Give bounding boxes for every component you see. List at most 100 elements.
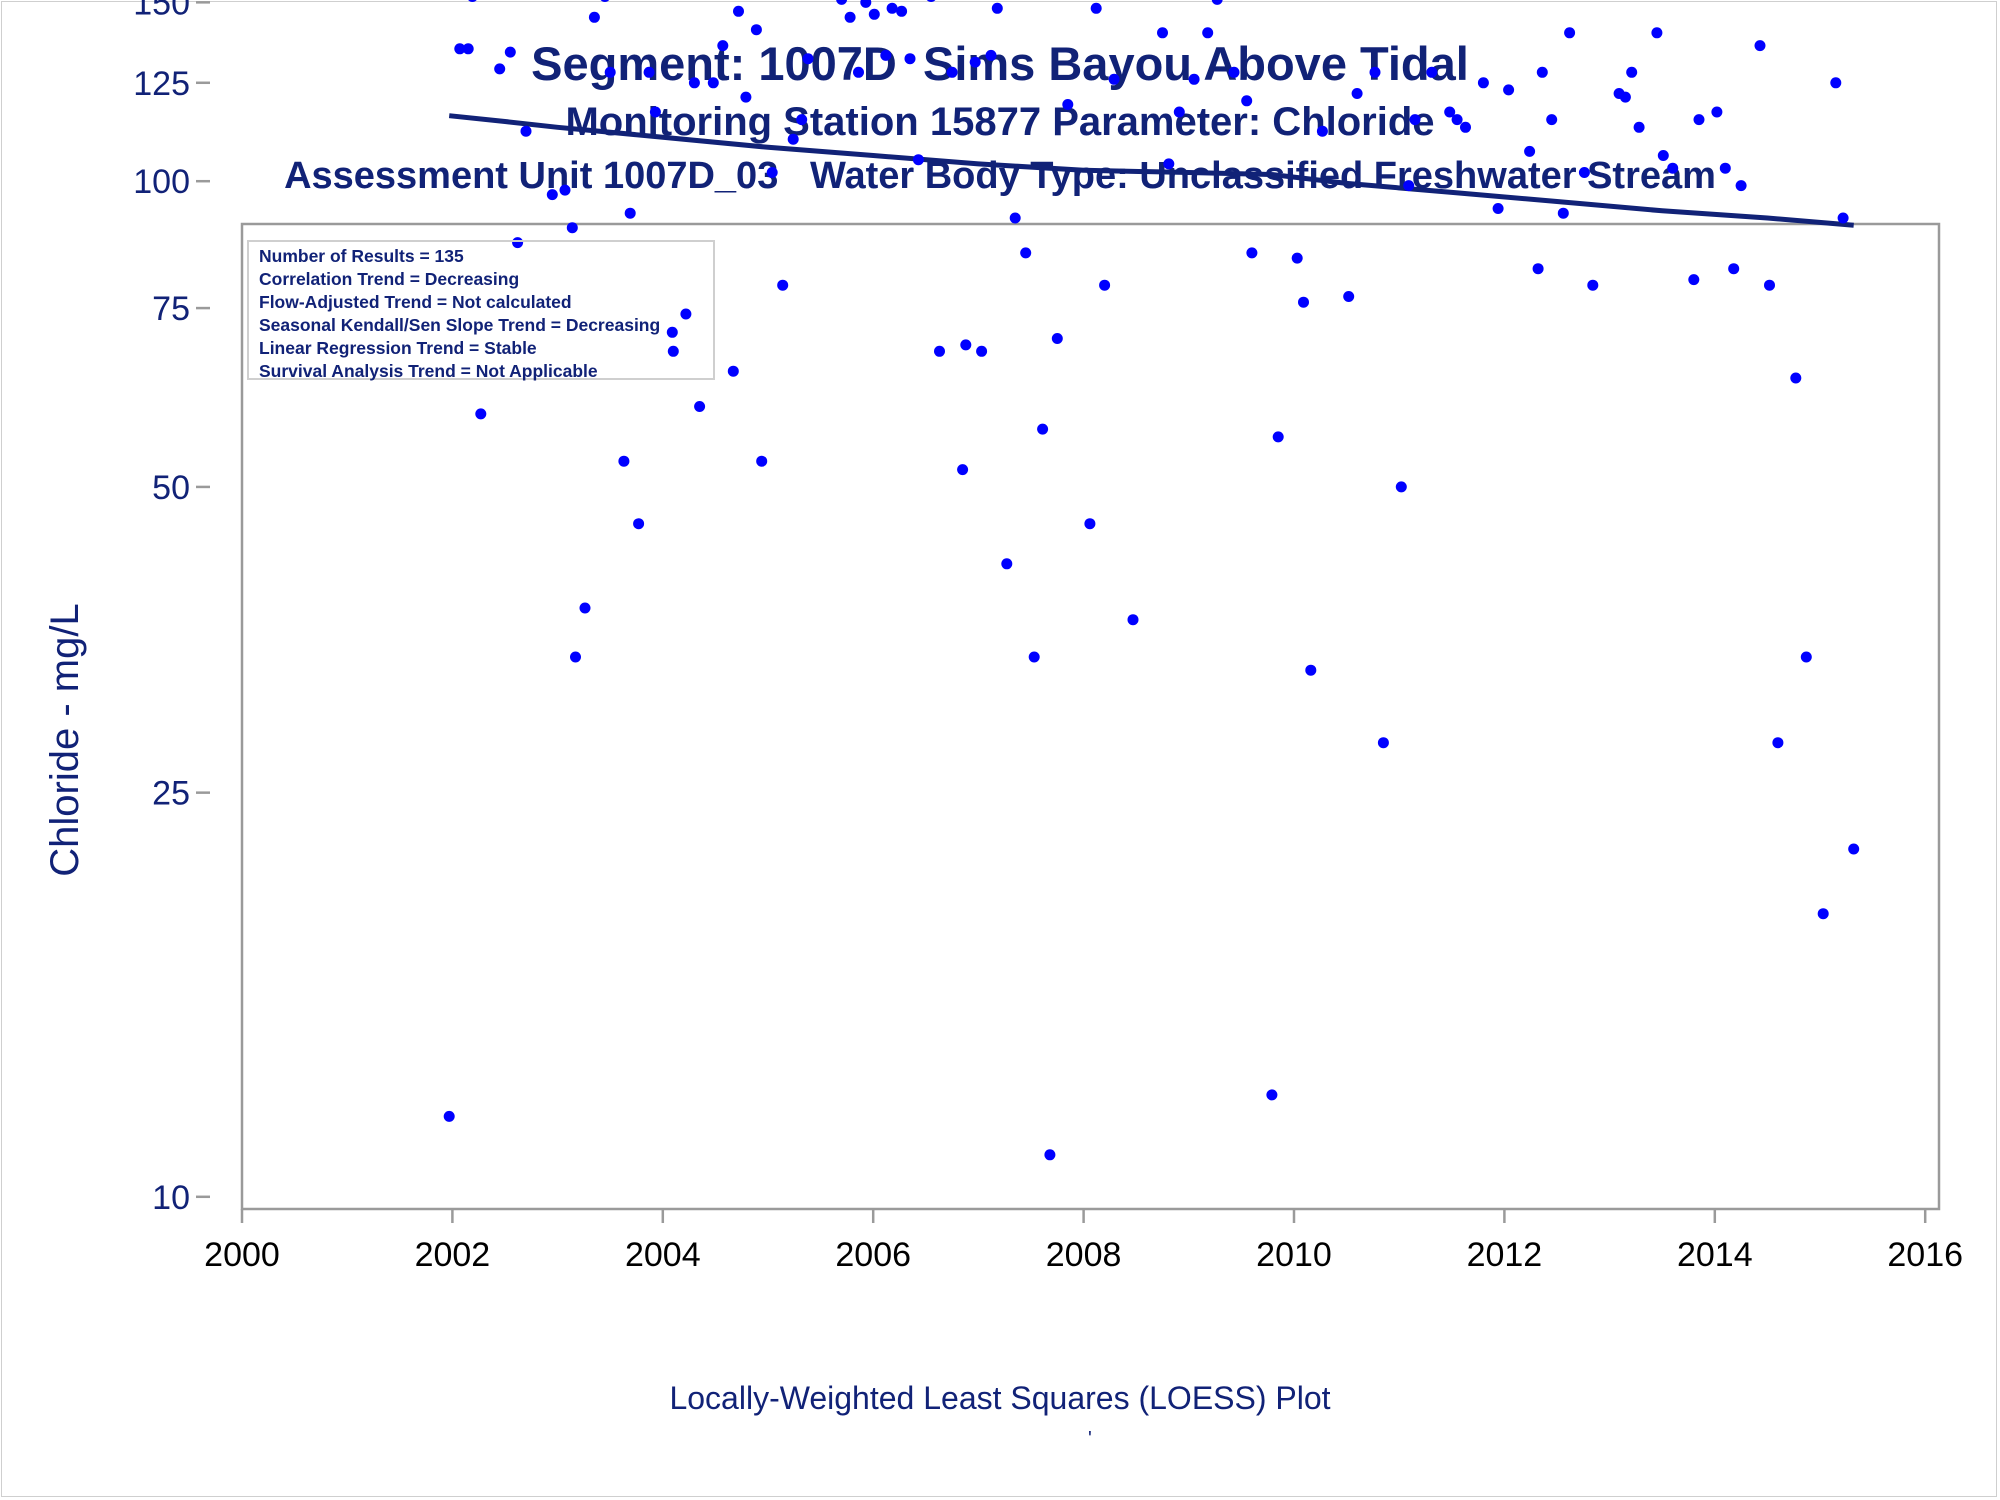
data-point [896, 5, 908, 17]
data-point [853, 66, 864, 78]
data-point [1305, 664, 1317, 676]
points-layer [443, 0, 1860, 1161]
data-point [1020, 247, 1032, 259]
data-point [756, 455, 768, 467]
data-point [1157, 27, 1168, 39]
data-point [1403, 180, 1415, 192]
data-point [570, 651, 581, 663]
data-point [1728, 263, 1740, 275]
data-point [624, 207, 636, 219]
stats-survival-analysis-trend: Survival Analysis Trend = Not Applicable [259, 361, 598, 381]
data-point [1188, 73, 1200, 85]
data-point [976, 345, 988, 357]
data-point [1587, 279, 1599, 291]
data-point [796, 114, 808, 126]
data-point [1848, 843, 1860, 855]
data-point [946, 66, 958, 78]
data-point [475, 408, 487, 420]
data-point [579, 602, 591, 614]
data-point [1830, 77, 1842, 89]
data-point [1657, 150, 1669, 161]
data-point [1546, 114, 1558, 126]
data-point [717, 40, 729, 52]
data-point [688, 77, 700, 89]
data-point [1377, 737, 1389, 749]
y-tick-label: 125 [133, 65, 190, 103]
data-point [991, 2, 1003, 14]
loess-trend-line [448, 113, 1854, 228]
data-point [957, 464, 969, 476]
data-point [1202, 27, 1214, 39]
data-point [494, 63, 506, 75]
data-point [443, 1110, 455, 1122]
x-tick-label: 2004 [625, 1236, 701, 1274]
plot-area [240, 222, 1941, 1211]
data-point [546, 189, 558, 201]
y-tick-label: 10 [152, 1179, 190, 1217]
data-point [1173, 106, 1185, 118]
data-point [1619, 91, 1631, 103]
data-point [1557, 207, 1569, 219]
y-axis: 10255075100125150200250 [133, 0, 210, 1217]
y-tick-label: 150 [133, 0, 190, 22]
data-point [694, 401, 706, 412]
data-point [1444, 106, 1456, 118]
data-point [462, 43, 474, 55]
data-point [1451, 114, 1463, 126]
data-point [1009, 212, 1021, 224]
data-point [985, 49, 997, 61]
x-tick-label: 2010 [1256, 1236, 1332, 1274]
data-point [1477, 77, 1489, 89]
data-point [1090, 2, 1102, 14]
data-point [1001, 558, 1013, 570]
data-point [1211, 0, 1223, 5]
data-point [886, 2, 898, 14]
y-axis-title: Chloride - mg/L [43, 603, 87, 876]
data-point [1108, 73, 1120, 85]
footnote-mark: ' [1088, 1428, 1092, 1450]
data-point [912, 154, 924, 166]
data-point [1460, 121, 1471, 133]
data-point [1051, 333, 1063, 344]
data-point [836, 0, 848, 5]
data-point [1037, 423, 1049, 435]
data-point [904, 53, 916, 65]
data-point [1369, 66, 1381, 78]
data-point [559, 184, 571, 196]
y-tick-label: 25 [152, 775, 190, 813]
data-point [1503, 84, 1515, 96]
data-point [1719, 162, 1731, 174]
data-point [1062, 99, 1074, 110]
data-point [750, 24, 762, 36]
stats-correlation-trend: Correlation Trend = Decreasing [259, 269, 520, 289]
data-point [667, 345, 679, 357]
data-point [1044, 1149, 1056, 1161]
data-point [1578, 167, 1590, 178]
trend-layer [448, 113, 1854, 228]
data-point [1754, 40, 1766, 52]
data-point [1735, 180, 1747, 192]
x-tick-label: 2006 [835, 1236, 911, 1274]
data-point [1626, 66, 1638, 78]
x-axis: 2000 2002 2004 2006 2008 2010 2012 2014 2016 [204, 1209, 1963, 1274]
data-point [520, 125, 532, 137]
data-point [1651, 27, 1663, 39]
data-point [1409, 114, 1421, 126]
stats-linear-regression-trend: Linear Regression Trend = Stable [259, 338, 537, 358]
data-point [1633, 121, 1645, 133]
data-point [680, 308, 692, 320]
data-point [512, 237, 524, 249]
data-point [766, 167, 778, 178]
x-tick-label: 2012 [1467, 1236, 1543, 1274]
data-point [844, 11, 856, 23]
data-point [633, 518, 645, 530]
data-point [1564, 27, 1576, 39]
data-point [1536, 66, 1548, 78]
data-point [588, 11, 600, 23]
data-point [707, 77, 719, 89]
stats-seasonal-kendall-trend: Seasonal Kendall/Sen Slope Trend = Decre… [259, 315, 661, 335]
data-point [1127, 614, 1139, 626]
data-point [926, 0, 936, 2]
